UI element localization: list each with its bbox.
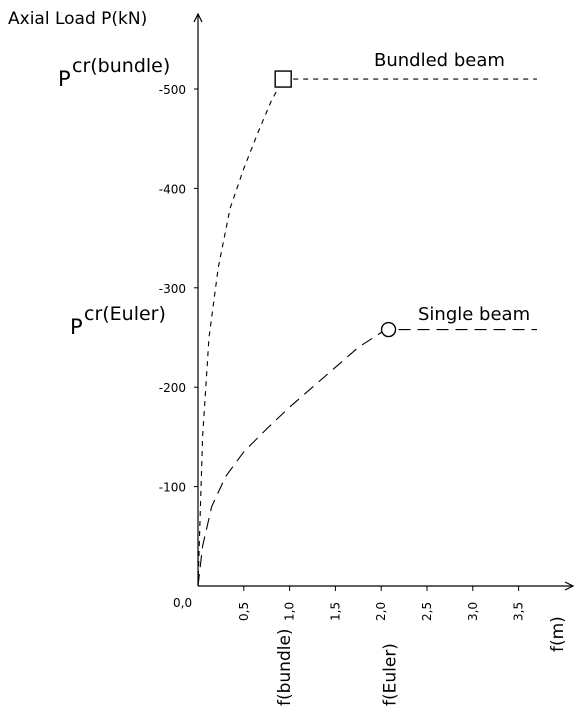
series-marker-square xyxy=(274,70,292,88)
deflection-label: f(Euler) xyxy=(381,643,401,706)
x-tick-label: 1,0 xyxy=(283,602,297,621)
x-tick-label: 0,0 xyxy=(173,596,192,610)
x-tick-label: 0,5 xyxy=(237,602,251,621)
x-tick-label: 1,5 xyxy=(328,602,342,621)
x-tick-label: 3,5 xyxy=(512,602,526,621)
crit-load-label-p: P xyxy=(58,67,71,91)
y-tick-label: -100 xyxy=(159,481,186,495)
x-axis-label: f(m) xyxy=(548,616,568,652)
x-tick-label: 3,0 xyxy=(466,602,480,621)
series-label-bundled: Bundled beam xyxy=(374,50,505,71)
y-tick-label: -300 xyxy=(159,282,186,296)
labels-layer: Axial Load P(kN) f(m) Bundled beam Single b… xyxy=(8,9,568,706)
series-label-single: Single beam xyxy=(418,304,530,325)
series-curve-0 xyxy=(197,78,284,587)
y-axis-label: Axial Load P(kN) xyxy=(8,9,147,29)
axes xyxy=(193,12,575,591)
crit-load-label-sup: cr(bundle) xyxy=(72,55,170,77)
x-axis-arrow xyxy=(564,581,575,591)
y-tick-label: -400 xyxy=(159,182,186,196)
series-marker-circle xyxy=(380,321,397,338)
x-tick-label: 2,5 xyxy=(420,602,434,621)
y-tick-label: -200 xyxy=(159,381,186,395)
x-tick-label: 2,0 xyxy=(374,602,388,621)
ticks: -100 -200 -300 -400 -500 0,0 0,5 1,0 1,5 2,0 2,5 3,… xyxy=(159,83,526,621)
crit-load-label-sup: cr(Euler) xyxy=(84,303,166,325)
deflection-label: f(bundle) xyxy=(275,628,295,706)
crit-load-label-p: P xyxy=(70,315,83,339)
series-layer xyxy=(197,70,537,587)
y-tick-label: -500 xyxy=(159,83,186,97)
y-axis-arrow xyxy=(193,12,203,23)
series-curve-1 xyxy=(197,328,389,587)
